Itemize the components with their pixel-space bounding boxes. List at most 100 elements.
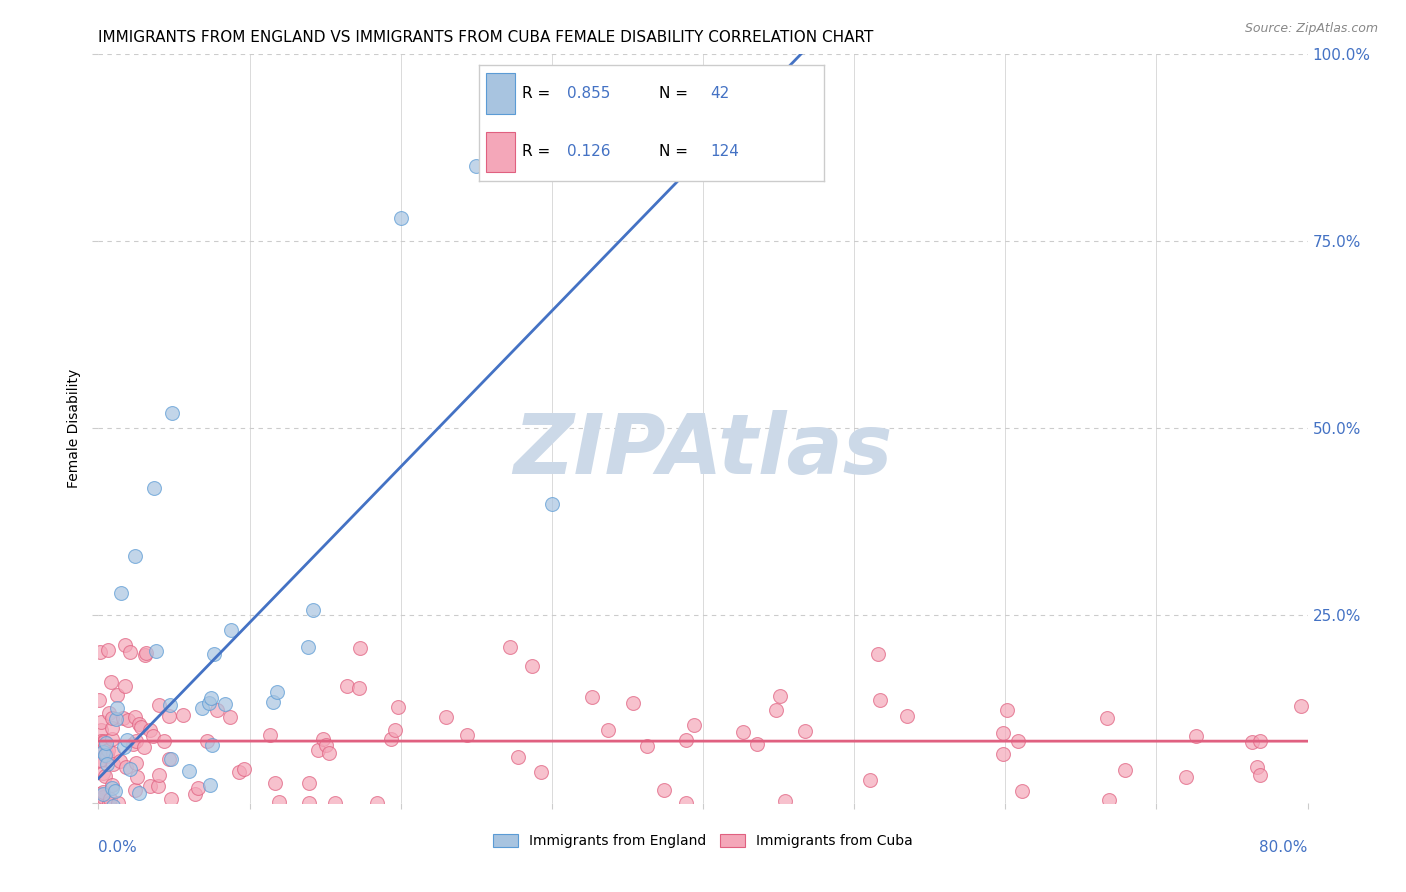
- Point: [91, 745, 114, 759]
- Point: [263, 776, 285, 790]
- Point: [991, 726, 1014, 740]
- Point: [682, 718, 704, 732]
- Text: Source: ZipAtlas.com: Source: ZipAtlas.com: [1244, 22, 1378, 36]
- Point: [530, 764, 553, 779]
- Point: [765, 703, 787, 717]
- Point: [262, 695, 284, 709]
- Point: [98, 791, 121, 805]
- Point: [520, 659, 543, 673]
- Point: [135, 646, 157, 660]
- Point: [200, 690, 222, 705]
- Point: [995, 703, 1018, 717]
- Point: [89, 645, 111, 659]
- Point: [112, 740, 135, 755]
- Point: [93, 735, 115, 749]
- Point: [125, 756, 148, 771]
- Point: [506, 749, 529, 764]
- Point: [125, 734, 148, 748]
- Point: [205, 703, 228, 717]
- Point: [115, 733, 138, 747]
- Point: [108, 754, 131, 768]
- Point: [232, 762, 254, 776]
- Point: [380, 732, 402, 747]
- Point: [97, 706, 120, 720]
- Point: [198, 778, 221, 792]
- Point: [89, 855, 111, 869]
- Point: [103, 757, 125, 772]
- Point: [101, 721, 124, 735]
- Y-axis label: Female Disability: Female Disability: [67, 368, 82, 488]
- Point: [1098, 793, 1121, 807]
- Point: [90, 734, 112, 748]
- Point: [187, 780, 209, 795]
- Point: [139, 723, 162, 738]
- Point: [465, 159, 488, 173]
- Point: [128, 716, 150, 731]
- Point: [105, 688, 128, 702]
- Point: [159, 792, 181, 806]
- Point: [307, 743, 329, 757]
- Point: [91, 789, 114, 804]
- Point: [1249, 768, 1271, 782]
- Point: [869, 693, 891, 707]
- Point: [89, 845, 111, 859]
- Point: [121, 737, 143, 751]
- Point: [349, 641, 371, 656]
- Point: [128, 786, 150, 800]
- Point: [1095, 711, 1118, 725]
- Point: [89, 792, 111, 806]
- Point: [1289, 699, 1312, 714]
- Point: [105, 712, 128, 726]
- Point: [202, 647, 225, 661]
- Point: [100, 814, 122, 829]
- Point: [117, 713, 139, 727]
- Point: [96, 748, 118, 763]
- Point: [1114, 763, 1136, 777]
- Point: [259, 728, 281, 742]
- Point: [896, 708, 918, 723]
- Point: [389, 211, 412, 226]
- Point: [991, 747, 1014, 762]
- Point: [125, 771, 148, 785]
- Point: [100, 732, 122, 747]
- Point: [768, 690, 790, 704]
- Point: [89, 692, 111, 706]
- Point: [89, 787, 111, 801]
- Point: [298, 796, 321, 810]
- Point: [120, 645, 142, 659]
- Point: [266, 685, 288, 699]
- Point: [387, 700, 409, 714]
- Point: [101, 781, 124, 796]
- Point: [94, 769, 117, 783]
- Point: [335, 679, 357, 693]
- Point: [97, 643, 120, 657]
- Point: [191, 701, 214, 715]
- Point: [110, 586, 132, 600]
- Point: [91, 787, 114, 801]
- Point: [434, 710, 457, 724]
- Point: [773, 794, 796, 808]
- Point: [366, 796, 388, 810]
- Point: [1240, 735, 1263, 749]
- Point: [91, 785, 114, 799]
- Legend: Immigrants from England, Immigrants from Cuba: Immigrants from England, Immigrants from…: [494, 834, 912, 848]
- Point: [148, 767, 170, 781]
- Point: [581, 690, 603, 705]
- Point: [91, 825, 114, 839]
- Point: [652, 782, 675, 797]
- Point: [675, 732, 697, 747]
- Point: [312, 731, 335, 746]
- Point: [198, 696, 221, 710]
- Point: [794, 723, 817, 738]
- Point: [318, 746, 340, 760]
- Point: [152, 734, 174, 748]
- Point: [124, 549, 146, 563]
- Point: [636, 739, 658, 753]
- Point: [124, 782, 146, 797]
- Point: [142, 481, 165, 495]
- Point: [93, 733, 115, 747]
- Point: [138, 779, 160, 793]
- Point: [297, 640, 319, 655]
- Point: [132, 739, 155, 754]
- Point: [89, 755, 111, 769]
